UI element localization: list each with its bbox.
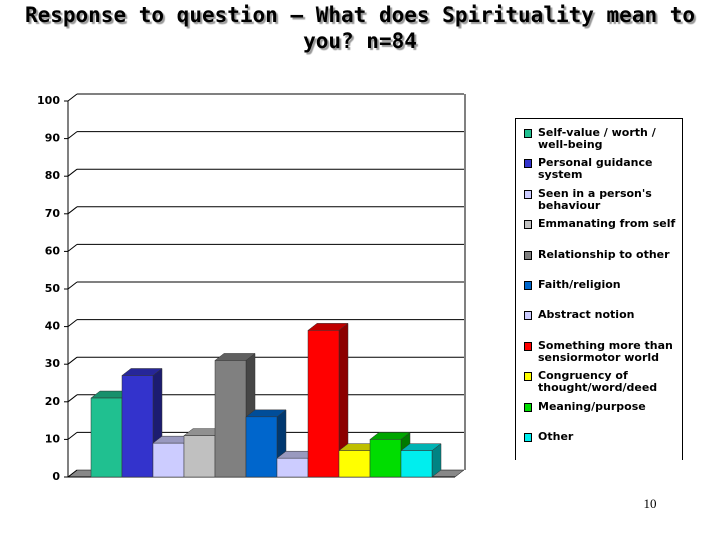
legend-swatch [524,129,532,138]
legend-label: Self-value / worth / well-being [538,126,656,151]
grid-line [67,319,78,327]
grid-line [67,432,78,440]
legend-item: Meaning/purpose [524,399,680,413]
grid-line [67,206,78,215]
legend-label: Congruency of thought/word/deed [538,369,658,395]
y-tick-label: 60 [45,244,61,257]
y-tick-label: 30 [45,357,61,370]
y-tick-label: 70 [45,207,61,220]
legend-label: Seen in a person's behaviour [538,186,652,212]
bar [307,330,340,478]
chart-title: Response to question – What does Spiritu… [24,3,696,53]
legend-label: Abstract notion [538,308,635,322]
legend-label: Emmanating from self [538,217,676,231]
y-tick-label: 80 [45,169,61,182]
legend-item: Seen in a person's behaviour [524,186,680,212]
bar-group [152,435,194,478]
grid-line [67,131,78,139]
grid-line [67,168,78,177]
legend-item: Abstract notion [524,309,680,321]
legend-item: Faith/religion [524,279,680,291]
grid-line [67,356,78,365]
y-tick-label: 20 [45,395,61,408]
y-tick-label: 40 [45,320,61,333]
legend-swatch [524,189,532,199]
y-tick-label: 100 [37,94,60,107]
bar [400,450,433,478]
legend-item: Self-value / worth / well-being [524,127,680,151]
legend-item: Emmanating from self [524,218,680,230]
bar [121,375,154,478]
legend-label: Meaning/purpose [538,399,646,413]
legend-swatch [524,311,532,321]
bar [276,457,309,478]
grid-line [67,244,78,252]
grid-line [67,394,78,403]
bar [338,450,371,478]
legend-item: Other [524,431,680,443]
legend-item: Personal guidance system [524,157,680,181]
legend-label: Something more than sensiormotor world [538,338,673,364]
bar [369,439,402,478]
grid-line [67,93,78,102]
legend-swatch [524,159,532,169]
legend-item: Congruency of thought/word/deed [524,370,680,394]
legend-label: Faith/religion [538,278,621,291]
legend-item: Something more than sensiormotor world [524,338,680,364]
bar [214,360,247,478]
y-tick-label: 0 [52,470,60,483]
legend-swatch [524,372,532,382]
legend-swatch [524,402,532,412]
legend-label: Other [538,430,574,443]
legend-label: Relationship to other [538,247,670,261]
legend-item: Relationship to other [524,247,680,261]
legend-swatch [524,341,532,351]
bar-group [400,443,442,478]
bar-group [245,409,287,478]
legend-swatch [524,220,532,230]
grid-line [67,469,78,478]
y-tick-label: 90 [45,132,61,145]
legend-label: Personal guidance system [538,156,653,182]
legend: Self-value / worth / well-being Personal … [515,118,683,460]
y-tick-label: 10 [45,432,61,445]
bar [152,442,185,478]
page-number: 10 [643,496,657,511]
legend-swatch [524,433,532,442]
legend-swatch [524,250,532,260]
grid-line [67,281,78,290]
bar [183,435,216,478]
legend-swatch [524,281,532,290]
bar [245,416,278,478]
bar [90,397,123,478]
y-tick-label: 50 [45,282,61,295]
